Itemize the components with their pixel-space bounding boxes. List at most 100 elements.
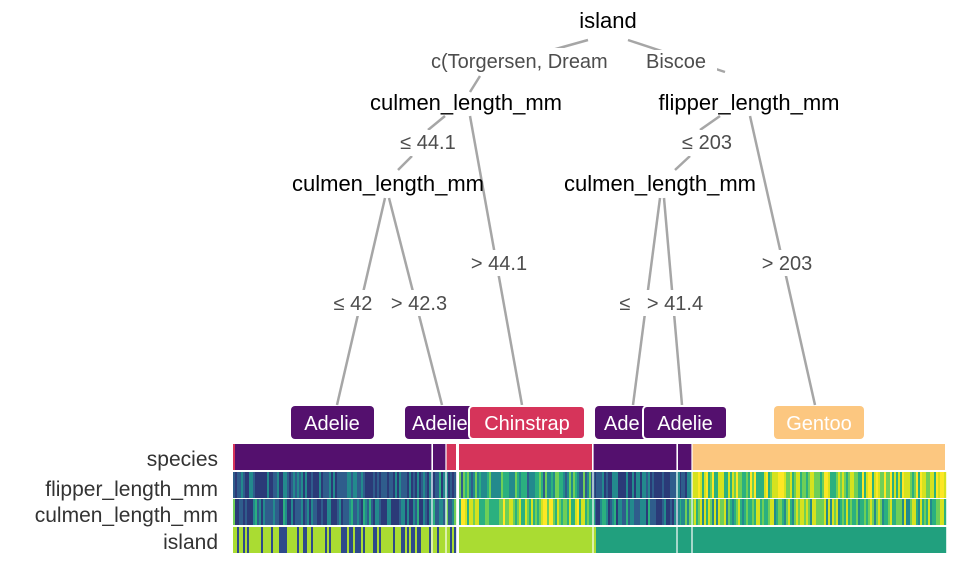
flipper-cell [369,472,372,498]
culmen-cell [501,499,504,525]
island-cell [375,527,378,553]
culmen-cell [483,499,486,525]
culmen-cell [413,499,416,525]
culmen-cell [766,499,769,525]
island-cell [750,527,753,553]
species-cell [235,444,432,470]
flipper-cell [247,472,250,498]
island-cell [299,527,302,553]
culmen-cell [820,499,823,525]
flipper-cell [618,472,621,498]
island-cell [892,527,895,553]
culmen-cell [852,499,855,525]
island-cell [425,527,428,553]
culmen-cell [624,499,627,525]
island-cell [672,527,675,553]
culmen-cell [299,499,302,525]
culmen-cell [744,499,747,525]
culmen-cell [790,499,793,525]
culmen-cell [724,499,727,525]
island-cell [870,527,873,553]
island-cell [650,527,653,553]
flipper-cell [880,472,883,498]
culmen-cell [465,499,468,525]
flipper-cell [287,472,290,498]
flipper-cell [319,472,322,498]
flipper-cell [890,472,893,498]
island-cell [724,527,727,553]
culmen-cell [638,499,641,525]
flipper-cell [579,472,582,498]
culmen-cell [239,499,242,525]
island-cell [461,527,464,553]
culmen-cell [387,499,390,525]
island-cell [467,527,470,553]
culmen-cell [353,499,356,525]
culmen-cell [658,499,661,525]
culmen-cell [662,499,665,525]
flipper-cell [583,472,586,498]
culmen-cell [732,499,735,525]
flipper-cell [924,472,927,498]
flipper-cell [281,472,284,498]
culmen-cell [598,499,601,525]
culmen-cell [648,499,651,525]
culmen-cell [880,499,883,525]
flipper-cell [896,472,899,498]
flipper-cell [778,472,781,498]
culmen-cell [808,499,811,525]
flipper-cell [461,472,464,498]
flipper-cell [523,472,526,498]
flipper-cell [790,472,793,498]
island-cell [754,527,757,553]
island-cell [345,527,348,553]
culmen-cell [450,499,453,525]
flipper-cell [802,472,805,498]
flipper-cell [243,472,246,498]
island-cell [481,527,484,553]
culmen-cell [806,499,809,525]
flipper-cell [672,472,675,498]
culmen-cell [593,499,596,525]
culmen-cell [485,499,488,525]
island-cell [944,527,947,553]
flipper-cell [325,472,328,498]
island-cell [856,527,859,553]
culmen-cell [910,499,913,525]
leaf-label: Adelie [412,413,468,435]
culmen-cell [683,499,686,525]
culmen-cell [876,499,879,525]
island-cell [379,527,382,553]
flipper-cell [685,472,688,498]
culmen-cell [726,499,729,525]
culmen-cell [479,499,482,525]
island-cell [389,527,392,553]
island-cell [882,527,885,553]
flipper-cell [275,472,278,498]
flipper-cell [616,472,619,498]
flipper-cell [748,472,751,498]
island-cell [810,527,813,553]
leaf-gentoo: Gentoo [774,406,864,439]
island-cell [281,527,284,553]
island-cell [780,527,783,553]
culmen-cell [620,499,623,525]
culmen-cell [716,499,719,525]
flipper-cell [263,472,266,498]
flipper-cell [722,472,725,498]
flipper-cell [311,472,314,498]
island-cell [818,527,821,553]
culmen-cell [646,499,649,525]
flipper-cell [517,472,520,498]
flipper-cell [253,472,256,498]
island-cell [569,527,572,553]
island-cell [912,527,915,553]
culmen-cell [908,499,911,525]
flipper-cell [736,472,739,498]
flipper-cell [521,472,524,498]
island-cell [529,527,532,553]
culmen-cell [928,499,931,525]
culmen-cell [940,499,943,525]
island-cell [930,527,933,553]
culmen-cell [844,499,847,525]
